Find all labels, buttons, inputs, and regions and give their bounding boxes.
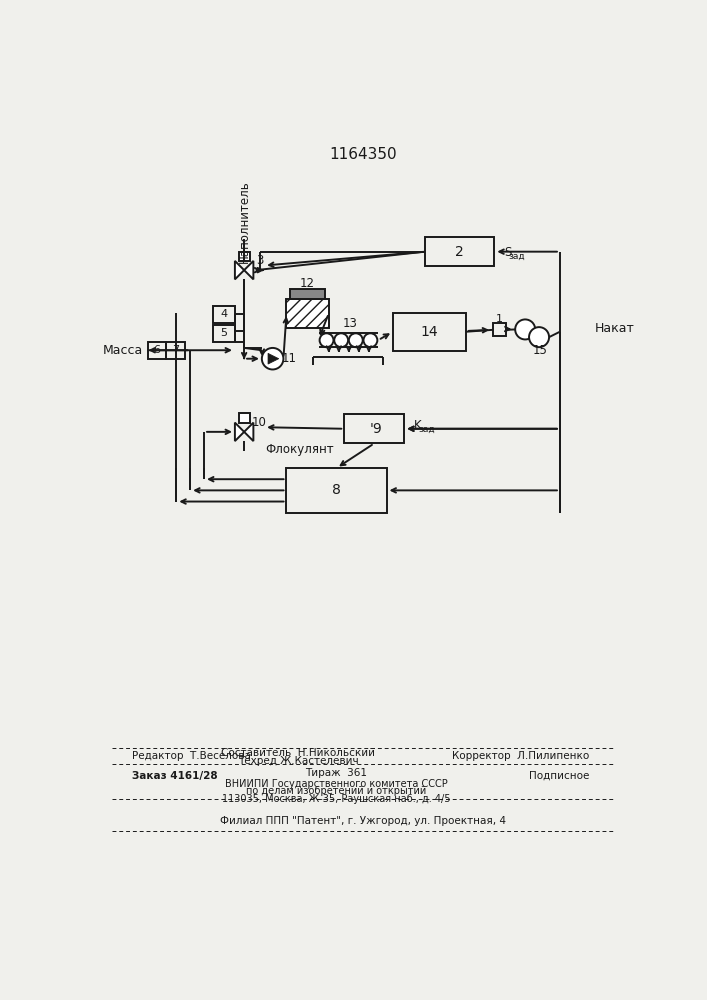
Text: ВНИИПИ Государственного комитета СССР: ВНИИПИ Государственного комитета СССР xyxy=(225,779,448,789)
Text: зад: зад xyxy=(418,425,435,434)
Text: 6: 6 xyxy=(153,345,160,355)
Bar xyxy=(239,252,250,261)
Text: Корректор  Л.Пилипенко: Корректор Л.Пилипенко xyxy=(452,751,589,761)
Text: Техред Ж.Кастелевич: Техред Ж.Кастелевич xyxy=(238,756,358,766)
Text: Флокулянт: Флокулянт xyxy=(266,443,334,456)
Circle shape xyxy=(334,333,348,347)
Text: 1164350: 1164350 xyxy=(329,147,397,162)
Text: 13: 13 xyxy=(342,317,357,330)
Text: Составитель  Н.Никольский: Составитель Н.Никольский xyxy=(221,748,375,758)
Text: по делам изобретений и открытий: по делам изобретений и открытий xyxy=(247,786,426,796)
Circle shape xyxy=(349,333,363,347)
Bar xyxy=(286,468,387,513)
Text: 8: 8 xyxy=(332,483,341,497)
Bar xyxy=(344,414,404,443)
Polygon shape xyxy=(235,261,244,279)
Bar xyxy=(291,289,325,299)
Bar xyxy=(286,299,329,328)
Text: 4: 4 xyxy=(221,309,228,319)
Text: Масса: Масса xyxy=(103,344,143,357)
Text: 15: 15 xyxy=(533,344,548,358)
Text: 5: 5 xyxy=(221,328,228,338)
Text: 11: 11 xyxy=(282,352,297,365)
Text: 1: 1 xyxy=(496,314,503,324)
Text: '9: '9 xyxy=(370,422,382,436)
Text: зад: зад xyxy=(508,252,525,261)
Polygon shape xyxy=(268,353,279,364)
Text: Тираж  361: Тираж 361 xyxy=(305,768,368,778)
Text: 113035, Москва, Ж-35, Раушская наб., д. 4/5: 113035, Москва, Ж-35, Раушская наб., д. … xyxy=(222,794,451,804)
Polygon shape xyxy=(244,423,253,441)
Bar xyxy=(148,342,166,359)
Text: Наполнитель: Наполнитель xyxy=(238,180,251,263)
Text: Подписное: Подписное xyxy=(529,771,589,781)
Text: Накат: Накат xyxy=(595,322,634,335)
Circle shape xyxy=(529,327,549,347)
Bar xyxy=(239,413,250,423)
Text: 2: 2 xyxy=(455,245,464,259)
Text: 7: 7 xyxy=(172,345,179,355)
Circle shape xyxy=(320,333,334,347)
Bar xyxy=(393,312,466,351)
Bar xyxy=(425,237,494,266)
Circle shape xyxy=(363,333,378,347)
Text: 10: 10 xyxy=(252,416,267,429)
Bar xyxy=(214,325,235,342)
Text: Редактор  Т.Веселова: Редактор Т.Веселова xyxy=(132,751,252,761)
Text: K: K xyxy=(414,419,421,432)
Text: Филиал ППП "Патент", г. Ужгород, ул. Проектная, 4: Филиал ППП "Патент", г. Ужгород, ул. Про… xyxy=(220,816,506,826)
Polygon shape xyxy=(235,423,244,441)
Text: 14: 14 xyxy=(421,325,438,339)
Text: Заказ 4161/28: Заказ 4161/28 xyxy=(132,771,218,781)
Polygon shape xyxy=(244,261,253,279)
Circle shape xyxy=(515,319,535,339)
Text: S: S xyxy=(504,246,512,259)
Text: 3: 3 xyxy=(256,254,263,267)
Text: 12: 12 xyxy=(300,277,315,290)
Bar xyxy=(214,306,235,323)
Bar xyxy=(493,323,506,336)
Bar xyxy=(166,342,185,359)
Circle shape xyxy=(262,348,284,369)
